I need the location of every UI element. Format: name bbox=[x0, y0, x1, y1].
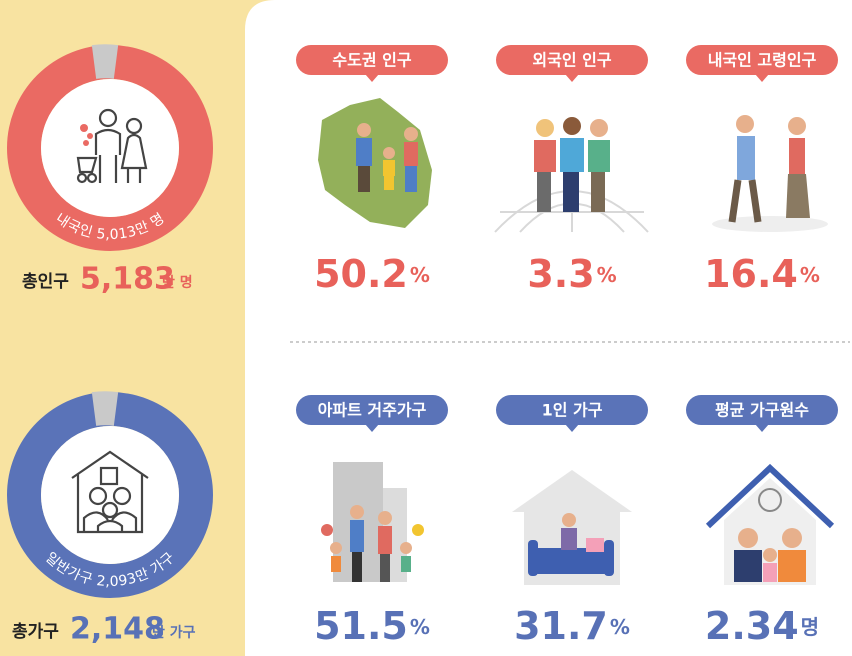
stat-unit: % bbox=[410, 615, 430, 639]
pill-pointer bbox=[365, 74, 379, 82]
stat-number: 31.7% bbox=[514, 604, 630, 648]
stat-unit: % bbox=[610, 615, 630, 639]
total-label: 총가구 bbox=[12, 622, 59, 642]
illustration-map bbox=[318, 98, 432, 228]
stat-unit: % bbox=[410, 263, 430, 287]
stat-value: 3.3 bbox=[527, 252, 594, 296]
stat-label: 아파트 거주가구 bbox=[318, 401, 427, 420]
stat-value: 31.7 bbox=[514, 604, 608, 648]
illustration-family-house bbox=[705, 463, 835, 585]
label-pill bbox=[296, 45, 448, 75]
stat-label: 평균 가구원수 bbox=[715, 401, 809, 420]
label-pill bbox=[686, 45, 838, 75]
stat-unit: % bbox=[597, 263, 617, 287]
illustration-elderly bbox=[712, 115, 828, 232]
pill-pointer bbox=[755, 424, 769, 432]
stat-value: 2.34 bbox=[705, 604, 799, 648]
stat-unit: 명 bbox=[801, 615, 819, 639]
total-unit: 만 명 bbox=[162, 274, 193, 291]
stat-label: 외국인 인구 bbox=[532, 51, 611, 70]
illustration-apartment bbox=[321, 462, 424, 582]
label-pill bbox=[496, 395, 648, 425]
stat-value: 50.2 bbox=[314, 252, 408, 296]
total-value: 2,148 bbox=[70, 612, 165, 647]
stat-number: 3.3% bbox=[527, 252, 616, 296]
stat-value: 16.4 bbox=[704, 252, 798, 296]
pill-pointer bbox=[755, 74, 769, 82]
pill-pointer bbox=[565, 424, 579, 432]
total-unit: 만 가구 bbox=[152, 625, 196, 641]
pill-pointer bbox=[365, 424, 379, 432]
stat-label: 내국인 고령인구 bbox=[708, 51, 817, 70]
stat-label: 수도권 인구 bbox=[332, 51, 411, 70]
total-label: 총인구 bbox=[22, 272, 69, 292]
stat-number: 51.5% bbox=[314, 604, 430, 648]
population-donut: 내국인 5,013만 명 bbox=[7, 44, 213, 251]
illustration-foreigners bbox=[494, 117, 649, 233]
stat-number: 2.34 명 bbox=[705, 604, 819, 648]
total-value: 5,183 bbox=[80, 262, 175, 297]
illustration-single-house bbox=[512, 470, 632, 585]
stat-number: 16.4% bbox=[704, 252, 820, 296]
stat-unit: % bbox=[800, 263, 820, 287]
label-pill bbox=[296, 395, 448, 425]
label-pill bbox=[686, 395, 838, 425]
stat-label: 1인 가구 bbox=[542, 401, 603, 420]
stat-value: 51.5 bbox=[314, 604, 408, 648]
stat-number: 50.2% bbox=[314, 252, 430, 296]
label-pill bbox=[496, 45, 648, 75]
pill-pointer bbox=[565, 74, 579, 82]
household-donut: 일반가구 2,093만 가구 bbox=[7, 391, 213, 598]
